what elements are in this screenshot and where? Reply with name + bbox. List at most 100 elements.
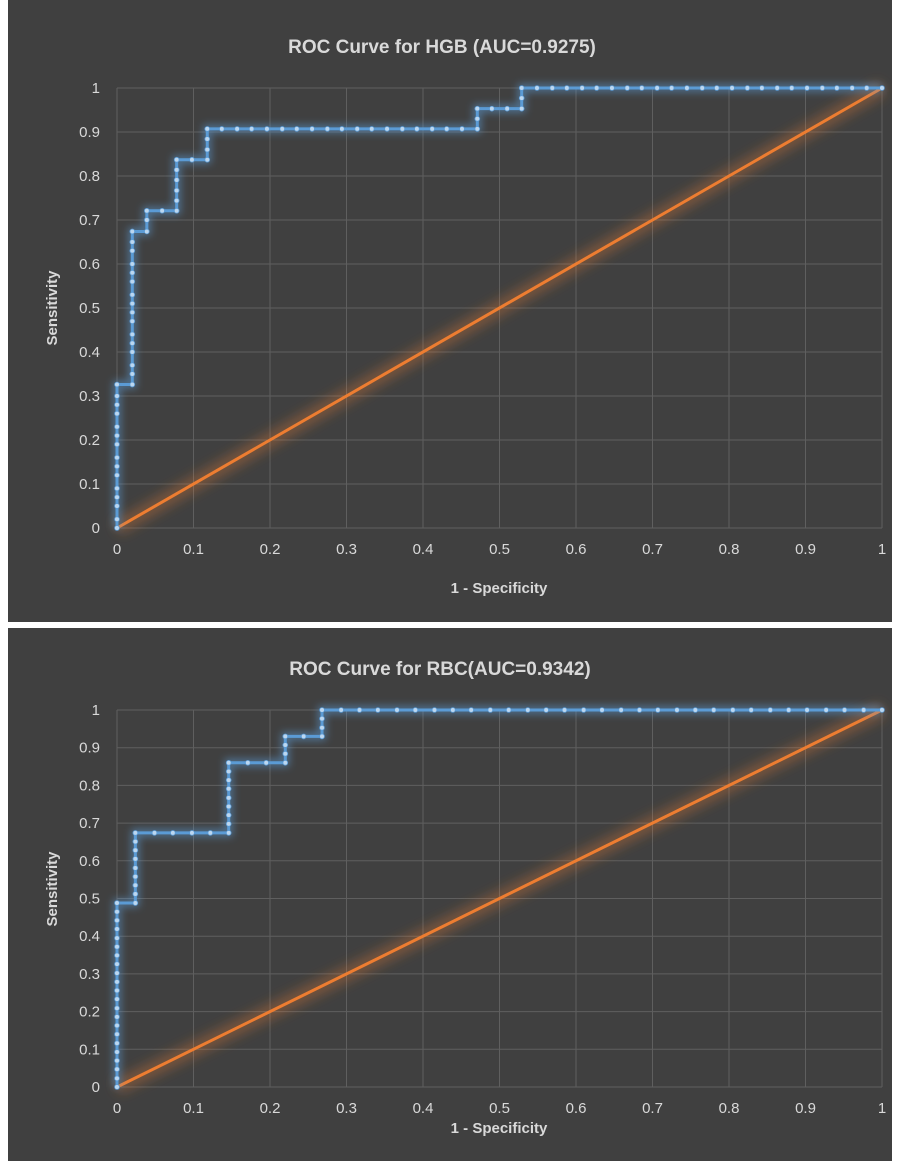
roc-point xyxy=(823,707,829,713)
x-tick-label: 0.3 xyxy=(336,541,357,558)
x-tick-label: 0.2 xyxy=(260,541,281,558)
roc-point xyxy=(636,707,643,713)
roc-point xyxy=(114,1066,120,1073)
roc-point xyxy=(114,952,120,959)
roc-point xyxy=(579,85,585,91)
x-tick-label: 0.4 xyxy=(413,541,434,558)
y-tick-label: 1 xyxy=(92,702,100,719)
roc-point xyxy=(189,830,195,836)
roc-point xyxy=(129,291,136,298)
roc-point xyxy=(654,85,660,91)
roc-point xyxy=(225,830,232,836)
roc-point xyxy=(129,362,136,369)
roc-point xyxy=(170,830,176,836)
roc-point xyxy=(204,156,211,163)
roc-point xyxy=(114,935,120,941)
roc-point xyxy=(399,126,406,132)
roc-point xyxy=(319,707,325,713)
roc-point xyxy=(834,85,840,91)
x-tick-label: 0.9 xyxy=(795,541,816,558)
series-group xyxy=(113,81,886,535)
roc-point xyxy=(459,126,465,132)
roc-point xyxy=(129,278,136,285)
y-tick-label: 0 xyxy=(92,520,100,537)
roc-point xyxy=(474,105,481,112)
x-axis-ticks: 0 0.1 0.2 0.3 0.4 0.5 0.6 0.7 0.8 0.9 1 xyxy=(113,541,886,558)
chart-title: ROC Curve for HGB (AUC=0.9275) xyxy=(288,37,596,58)
roc-point xyxy=(114,917,120,924)
roc-point xyxy=(468,707,474,713)
roc-point xyxy=(593,85,600,91)
y-tick-label: 0.3 xyxy=(79,966,100,983)
roc-point xyxy=(204,126,211,132)
roc-point xyxy=(518,85,525,91)
roc-point xyxy=(293,126,300,132)
roc-point xyxy=(225,777,232,783)
roc-point xyxy=(114,1040,120,1047)
x-tick-label: 0.6 xyxy=(566,1100,587,1117)
roc-point xyxy=(114,943,120,950)
x-tick-label: 0.2 xyxy=(260,1100,281,1117)
roc-point xyxy=(132,865,139,871)
roc-point xyxy=(219,126,225,132)
roc-point xyxy=(264,126,270,132)
x-tick-label: 0 xyxy=(113,541,121,558)
roc-point xyxy=(730,707,736,713)
roc-point xyxy=(309,126,315,132)
roc-point xyxy=(504,105,510,112)
roc-point xyxy=(785,707,792,713)
roc-point xyxy=(189,156,195,163)
y-tick-label: 0.8 xyxy=(79,168,100,185)
roc-point xyxy=(841,707,848,713)
roc-point xyxy=(561,707,568,713)
roc-point xyxy=(534,85,540,91)
roc-point xyxy=(234,126,240,132)
roc-point xyxy=(114,472,120,479)
roc-point xyxy=(114,463,120,470)
roc-point xyxy=(225,821,232,827)
roc-point xyxy=(412,707,419,713)
y-axis-ticks: 0 0.1 0.2 0.3 0.4 0.5 0.6 0.7 0.8 0.9 1 xyxy=(79,80,100,537)
x-tick-label: 0.5 xyxy=(489,1100,510,1117)
roc-point xyxy=(114,970,120,976)
y-tick-label: 0.1 xyxy=(79,476,100,493)
y-axis-title: Sensitivity xyxy=(44,851,61,927)
roc-point xyxy=(129,269,136,276)
roc-point xyxy=(114,926,120,932)
roc-point xyxy=(225,759,232,766)
roc-point xyxy=(129,371,136,377)
roc-point xyxy=(338,707,344,713)
roc-point xyxy=(368,126,375,132)
roc-point xyxy=(114,908,120,915)
roc-point xyxy=(114,454,120,461)
x-tick-label: 0.6 xyxy=(566,541,587,558)
y-tick-label: 0.3 xyxy=(79,388,100,405)
roc-point xyxy=(129,309,136,316)
y-tick-label: 0.6 xyxy=(79,256,100,273)
roc-point xyxy=(114,525,120,531)
roc-point xyxy=(710,707,717,713)
roc-point xyxy=(114,393,120,399)
x-tick-label: 1 xyxy=(878,1100,886,1117)
roc-point xyxy=(879,707,885,713)
roc-point xyxy=(804,85,810,91)
x-tick-label: 0.9 xyxy=(795,1100,816,1117)
roc-point xyxy=(487,707,494,713)
roc-point xyxy=(207,830,214,836)
roc-point xyxy=(225,803,232,810)
roc-point xyxy=(319,715,325,722)
reference-line xyxy=(116,708,883,1089)
roc-point xyxy=(863,85,870,91)
x-tick-label: 0.8 xyxy=(719,1100,740,1117)
roc-point xyxy=(173,197,180,204)
roc-point xyxy=(114,441,120,448)
roc-point xyxy=(129,349,136,355)
roc-point xyxy=(692,707,699,713)
x-tick-label: 1 xyxy=(878,541,886,558)
roc-point xyxy=(729,85,735,91)
roc-point xyxy=(609,85,615,91)
roc-point xyxy=(339,126,345,132)
y-tick-label: 0.9 xyxy=(79,740,100,757)
roc-point xyxy=(518,95,525,101)
roc-point xyxy=(375,707,381,713)
